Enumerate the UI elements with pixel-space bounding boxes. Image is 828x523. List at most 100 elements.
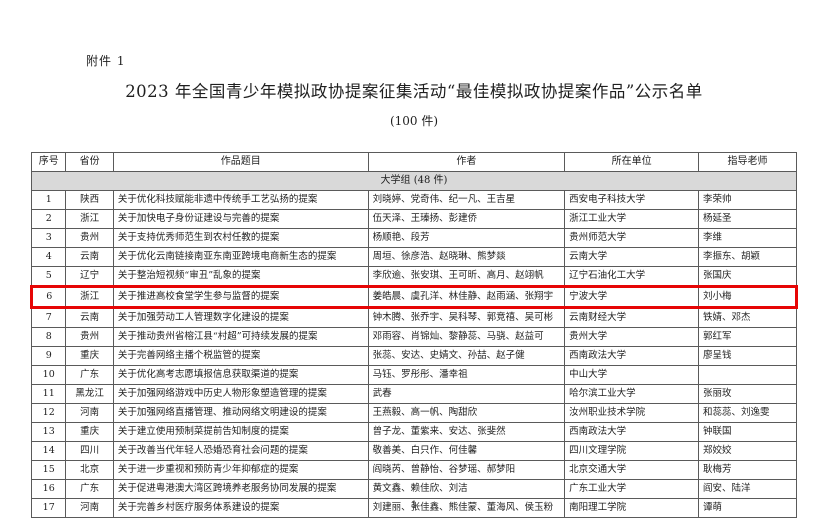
table-row: 8 贵州 关于推动贵州省榕江县“村超”可持续发展的提案 邓雨容、肖锦灿、黎静蕊、… — [30, 327, 797, 347]
cell-advisors: 李振东、胡颖 — [698, 247, 797, 267]
cell-row-number: 12 — [30, 403, 67, 423]
table-row: 17 河南 关于完善乡村医疗服务体系建设的提案 刘建丽、张佳鑫、熊佳蒙、董海风、… — [30, 498, 797, 518]
cell-title: 关于进一步重视和预防青少年抑郁症的提案 — [112, 460, 369, 480]
table-row: 9 重庆 关于完善网络主播个税监管的提案 张蕊、安达、史婧文、孙喆、赵子健 西南… — [30, 346, 797, 366]
cell-row-number: 17 — [30, 498, 67, 518]
cell-title: 关于推动贵州省榕江县“村超”可持续发展的提案 — [112, 327, 369, 347]
cell-province: 广东 — [65, 479, 114, 499]
cell-org: 云南大学 — [564, 247, 700, 267]
cell-province: 广东 — [65, 365, 114, 385]
table-row: 13 重庆 关于建立使用预制菜提前告知制度的提案 曾子龙、董紫来、安达、张斐然 … — [30, 422, 797, 442]
column-header-no: 序号 — [30, 152, 67, 172]
cell-org: 西南政法大学 — [564, 422, 700, 442]
table-row: 16 广东 关于促进粤港澳大湾区跨境养老服务协同发展的提案 黄文鑫、赖佳欣、刘洁… — [30, 479, 797, 499]
cell-row-number: 1 — [30, 190, 67, 210]
cell-row-number: 3 — [30, 228, 67, 248]
cell-authors: 曾子龙、董紫来、安达、张斐然 — [367, 422, 566, 442]
cell-title: 关于整治短视频“审丑”乱象的提案 — [112, 266, 369, 287]
cell-row-number: 16 — [30, 479, 67, 499]
cell-authors: 黄文鑫、赖佳欣、刘洁 — [367, 479, 566, 499]
cell-title: 关于优化高考志愿填报信息获取渠道的提案 — [112, 365, 369, 385]
cell-advisors: 钟联国 — [698, 422, 797, 442]
cell-title: 关于加快电子身份证建设与完善的提案 — [112, 209, 369, 229]
cell-province: 重庆 — [65, 346, 114, 366]
cell-row-number: 4 — [30, 247, 67, 267]
cell-province: 贵州 — [65, 327, 114, 347]
cell-authors: 敬善美、白只作、何佳馨 — [367, 441, 566, 461]
table-row: 11 黑龙江 关于加强网络游戏中历史人物形象塑造管理的提案 武春 哈尔滨工业大学… — [30, 384, 797, 404]
cell-province: 黑龙江 — [65, 384, 114, 404]
table-row: 12 河南 关于加强网络直播管理、推动网络文明建设的提案 王燕毅、高一帆、陶甜欣… — [30, 403, 797, 423]
cell-authors: 李欣逾、张安琪、王可昕、高月、赵翊帆 — [367, 266, 566, 287]
cell-advisors: 郑姣姣 — [698, 441, 797, 461]
cell-province: 辽宁 — [65, 266, 114, 287]
cell-province: 云南 — [65, 247, 114, 267]
cell-authors: 周垣、徐彦浩、赵晓琳、熊梦燚 — [367, 247, 566, 267]
cell-province: 陕西 — [65, 190, 114, 210]
cell-org: 广东工业大学 — [564, 479, 700, 499]
cell-advisors: 郭红军 — [698, 327, 797, 347]
cell-org: 哈尔滨工业大学 — [564, 384, 700, 404]
column-header-org: 所在单位 — [564, 152, 700, 172]
cell-advisors: 杨延圣 — [698, 209, 797, 229]
cell-province: 浙江 — [65, 209, 114, 229]
cell-org: 西南政法大学 — [564, 346, 700, 366]
page-subtitle: (100 件) — [389, 114, 439, 128]
cell-title: 关于建立使用预制菜提前告知制度的提案 — [112, 422, 369, 442]
cell-org: 中山大学 — [564, 365, 700, 385]
cell-advisors: 李荣帅 — [698, 190, 797, 210]
table-row: 5 辽宁 关于整治短视频“审丑”乱象的提案 李欣逾、张安琪、王可昕、高月、赵翊帆… — [30, 266, 797, 287]
cell-row-number: 13 — [30, 422, 67, 442]
cell-title: 关于推进高校食堂学生参与监督的提案 — [112, 285, 369, 309]
cell-authors: 伍天泽、王瑧扬、彭建侨 — [367, 209, 566, 229]
cell-advisors: 阎安、陆洋 — [698, 479, 797, 499]
cell-province: 浙江 — [65, 285, 114, 309]
column-header-authors: 作者 — [367, 152, 566, 172]
cell-org: 汝州职业技术学院 — [564, 403, 700, 423]
cell-title: 关于完善网络主播个税监管的提案 — [112, 346, 369, 366]
cell-title: 关于加强劳动工人管理数字化建设的提案 — [112, 307, 369, 328]
column-header-province: 省份 — [65, 152, 114, 172]
cell-row-number: 2 — [30, 209, 67, 229]
cell-advisors: 刘小梅 — [698, 285, 798, 309]
cell-org: 贵州师范大学 — [564, 228, 700, 248]
table-header-row: 序号 省份 作品题目 作者 所在单位 指导老师 — [30, 152, 797, 172]
cell-authors: 邓雨容、肖锦灿、黎静蕊、马骁、赵益可 — [367, 327, 566, 347]
cell-org: 贵州大学 — [564, 327, 700, 347]
cell-advisors: 张丽玫 — [698, 384, 797, 404]
cell-advisors: 耿梅芳 — [698, 460, 797, 480]
section-header-row: 大学组 (48 件) — [31, 171, 797, 191]
cell-advisors: 谭萌 — [698, 498, 797, 518]
table-row: 4 云南 关于优化云南链接南亚东南亚跨境电商新生态的提案 周垣、徐彦浩、赵晓琳、… — [30, 247, 797, 267]
cell-province: 四川 — [65, 441, 114, 461]
cell-advisors — [698, 365, 797, 385]
cell-org: 云南财经大学 — [564, 307, 700, 328]
cell-province: 河南 — [65, 498, 114, 518]
table-row: 15 北京 关于进一步重视和预防青少年抑郁症的提案 阎晓芮、曾静怡、谷梦瑶、郝梦… — [30, 460, 797, 480]
cell-province: 重庆 — [65, 422, 114, 442]
cell-authors: 王燕毅、高一帆、陶甜欣 — [367, 403, 566, 423]
cell-org: 北京交通大学 — [564, 460, 700, 480]
page-number: 1 — [410, 500, 418, 511]
table-row: 3 贵州 关于支持优秀师范生到农村任教的提案 杨顺艳、段芳 贵州师范大学 李维 — [30, 228, 797, 248]
cell-authors: 杨顺艳、段芳 — [367, 228, 566, 248]
cell-authors: 姜皓晨、虞孔洋、林佳静、赵雨涵、张翔宇 — [367, 285, 566, 309]
cell-row-number: 5 — [30, 266, 67, 287]
cell-title: 关于加强网络直播管理、推动网络文明建设的提案 — [112, 403, 369, 423]
cell-row-number: 14 — [30, 441, 67, 461]
cell-advisors: 和蕊蕊、刘逸雯 — [698, 403, 797, 423]
cell-advisors: 铁婧、邓杰 — [698, 307, 797, 328]
cell-province: 北京 — [65, 460, 114, 480]
cell-title: 关于优化科技赋能非遗中传统手工艺弘扬的提案 — [112, 190, 369, 210]
table-row: 6 浙江 关于推进高校食堂学生参与监督的提案 姜皓晨、虞孔洋、林佳静、赵雨涵、张… — [29, 285, 798, 309]
cell-authors: 马钰、罗彤彤、潘幸祖 — [367, 365, 566, 385]
table-row: 10 广东 关于优化高考志愿填报信息获取渠道的提案 马钰、罗彤彤、潘幸祖 中山大… — [30, 365, 797, 385]
cell-authors: 钟木腾、张乔宇、吴科琴、郭竞禧、吴可彬 — [367, 307, 566, 328]
cell-row-number: 8 — [30, 327, 67, 347]
cell-authors: 刘建丽、张佳鑫、熊佳蒙、董海风、侯玉粉 — [367, 498, 566, 518]
table-row: 2 浙江 关于加快电子身份证建设与完善的提案 伍天泽、王瑧扬、彭建侨 浙江工业大… — [30, 209, 797, 229]
cell-row-number: 11 — [30, 384, 67, 404]
cell-authors: 阎晓芮、曾静怡、谷梦瑶、郝梦阳 — [367, 460, 566, 480]
cell-org: 四川文理学院 — [564, 441, 700, 461]
cell-authors: 武春 — [367, 384, 566, 404]
